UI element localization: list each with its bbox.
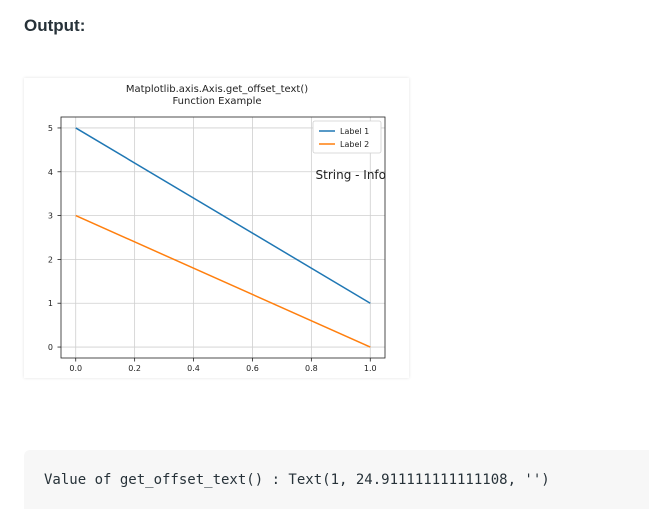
chart-title-line: Matplotlib.axis.Axis.get_offset_text() (126, 84, 308, 95)
x-tick-label: 0.0 (69, 364, 82, 373)
plot-frame (60, 116, 386, 359)
y-tick-label: 4 (48, 168, 53, 177)
annotation-text: String - Info (316, 168, 386, 182)
series-line (75, 214, 371, 348)
x-tick-label: 0.6 (246, 364, 259, 373)
output-heading: Output: (24, 16, 86, 35)
x-tick-label: 0.4 (187, 364, 200, 373)
x-tick-label: 0.2 (128, 364, 141, 373)
x-tick-label: 1.0 (364, 364, 377, 373)
output-text: Value of get_offset_text() : Text(1, 24.… (44, 472, 550, 488)
y-tick-label: 0 (48, 343, 53, 352)
line-chart: Matplotlib.axis.Axis.get_offset_text()Fu… (48, 84, 386, 373)
chart-figure: Matplotlib.axis.Axis.get_offset_text() Fu… (24, 78, 409, 378)
legend-label: Label 2 (340, 140, 369, 149)
chart-title-line: Function Example (172, 96, 261, 107)
legend-label: Label 1 (340, 127, 369, 136)
y-tick-label: 2 (48, 255, 53, 264)
y-tick-label: 3 (48, 212, 53, 221)
x-tick-label: 0.8 (305, 364, 318, 373)
y-tick-label: 1 (48, 299, 53, 308)
legend-box (312, 120, 382, 154)
y-tick-label: 5 (48, 124, 53, 133)
series-line (75, 127, 371, 304)
output-code-block: Value of get_offset_text() : Text(1, 24.… (24, 450, 649, 509)
